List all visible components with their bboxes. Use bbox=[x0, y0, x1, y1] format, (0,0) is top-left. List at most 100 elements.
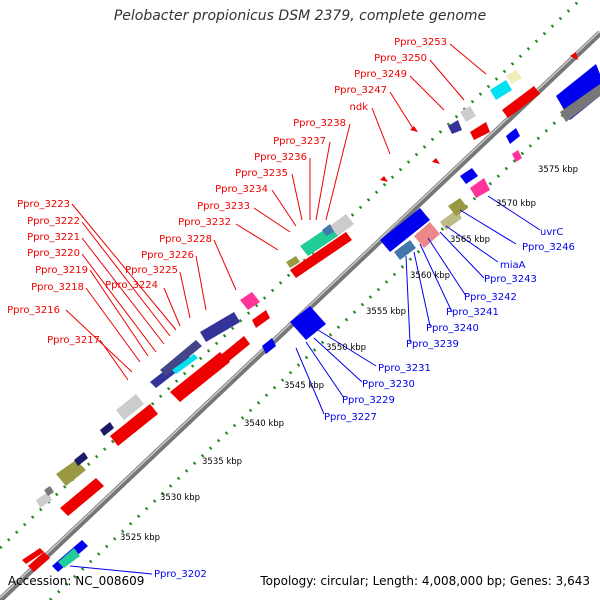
gene-arrow bbox=[28, 552, 50, 572]
gene-label: Ppro_3237 bbox=[273, 136, 326, 147]
gene-label: uvrC bbox=[540, 227, 563, 238]
accession-text: Accession: NC_008609 bbox=[8, 574, 145, 588]
gene-label: Ppro_3202 bbox=[154, 569, 207, 580]
gene-label: Ppro_3226 bbox=[141, 250, 194, 261]
gene-feature bbox=[116, 394, 144, 420]
gene-label: Ppro_3242 bbox=[464, 292, 517, 303]
gene-arrow bbox=[110, 404, 158, 446]
kbp-tick-labels: 3525 kbp 3530 kbp 3535 kbp 3540 kbp 3545… bbox=[120, 165, 578, 543]
genome-summary-text: Topology: circular; Length: 4,008,000 bp… bbox=[260, 574, 590, 588]
gene-feature bbox=[490, 80, 512, 100]
gene-label: Ppro_3216 bbox=[7, 305, 60, 316]
kbp-label: 3550 kbp bbox=[326, 343, 366, 353]
gene-feature bbox=[556, 64, 600, 120]
kbp-label: 3540 kbp bbox=[244, 419, 284, 429]
kbp-label: 3525 kbp bbox=[120, 533, 160, 543]
gene-label: Ppro_3217 bbox=[47, 335, 100, 346]
kbp-label: 3570 kbp bbox=[496, 199, 536, 209]
gene-feature bbox=[330, 214, 354, 236]
gene-feature bbox=[160, 340, 202, 376]
map-title: Pelobacter propionicus DSM 2379, complet… bbox=[113, 8, 487, 24]
gene-label: Ppro_3234 bbox=[215, 184, 268, 195]
red-leader-lines bbox=[65, 43, 487, 381]
blue-gene-labels: uvrC Ppro_3246 miaA Ppro_3243 Ppro_3242 … bbox=[154, 227, 575, 580]
gene-feature bbox=[44, 486, 54, 496]
gene-label: Ppro_3243 bbox=[484, 274, 537, 285]
gene-feature bbox=[470, 178, 490, 198]
gene-feature bbox=[74, 452, 88, 466]
gene-arrow bbox=[252, 310, 270, 328]
gene-feature bbox=[506, 70, 522, 84]
blue-leader-lines bbox=[69, 195, 541, 575]
gene-arrow bbox=[410, 126, 418, 132]
gene-label: Ppro_3239 bbox=[406, 339, 459, 350]
gene-label: Ppro_3225 bbox=[125, 265, 178, 276]
gene-feature bbox=[380, 208, 430, 252]
gene-label: Ppro_3227 bbox=[324, 412, 377, 423]
gene-feature bbox=[322, 224, 334, 236]
gene-feature bbox=[286, 256, 300, 268]
gene-label: Ppro_3230 bbox=[362, 379, 415, 390]
gene-label: Ppro_3241 bbox=[446, 307, 499, 318]
gene-label: Ppro_3246 bbox=[522, 242, 575, 253]
gene-feature bbox=[560, 84, 600, 122]
kbp-label: 3565 kbp bbox=[450, 235, 490, 245]
gene-arrow bbox=[470, 122, 490, 140]
kbp-label: 3560 kbp bbox=[410, 271, 450, 281]
gene-feature bbox=[100, 422, 114, 436]
gene-arrow bbox=[380, 176, 388, 182]
inner-dotted-guide bbox=[0, 0, 582, 550]
gene-feature bbox=[262, 338, 276, 354]
gene-label: Ppro_3222 bbox=[27, 216, 80, 227]
gene-arrow bbox=[502, 86, 540, 118]
gene-label: Ppro_3253 bbox=[394, 37, 447, 48]
gene-feature bbox=[448, 120, 462, 134]
gene-feature bbox=[460, 168, 478, 184]
gene-label: Ppro_3223 bbox=[17, 199, 70, 210]
gene-feature bbox=[414, 222, 440, 248]
gene-feature bbox=[394, 240, 416, 260]
kbp-label: 3545 kbp bbox=[284, 381, 324, 391]
gene-feature bbox=[58, 548, 80, 568]
kbp-label: 3535 kbp bbox=[202, 457, 242, 467]
gene-arrow bbox=[200, 336, 250, 380]
gene-label: Ppro_3221 bbox=[27, 232, 80, 243]
gene-feature bbox=[448, 198, 468, 216]
gene-label: Ppro_3218 bbox=[31, 282, 84, 293]
forward-strand-genes bbox=[22, 70, 522, 564]
kbp-label: 3555 kbp bbox=[366, 307, 406, 317]
gene-label: Ppro_3249 bbox=[354, 69, 407, 80]
kbp-label: 3575 kbp bbox=[538, 165, 578, 175]
gene-feature bbox=[460, 106, 476, 122]
gene-arrow bbox=[60, 478, 104, 516]
gene-arrow bbox=[570, 52, 578, 60]
gene-label: Ppro_3231 bbox=[378, 363, 431, 374]
gene-label: Ppro_3238 bbox=[293, 118, 346, 129]
gene-label: Ppro_3228 bbox=[159, 234, 212, 245]
gene-feature bbox=[512, 150, 522, 162]
gene-arrow bbox=[290, 232, 352, 278]
gene-label: Ppro_3236 bbox=[254, 152, 307, 163]
gene-label: Ppro_3233 bbox=[197, 201, 250, 212]
gene-label: Ppro_3229 bbox=[342, 395, 395, 406]
gene-label: Ppro_3250 bbox=[374, 53, 427, 64]
kbp-label: 3530 kbp bbox=[160, 493, 200, 503]
gene-label: Ppro_3219 bbox=[35, 265, 88, 276]
gene-feature bbox=[56, 460, 86, 486]
gene-label: Ppro_3235 bbox=[235, 168, 288, 179]
gene-label: Ppro_3220 bbox=[27, 248, 80, 259]
gene-feature bbox=[290, 306, 326, 340]
gene-feature bbox=[22, 548, 44, 564]
gene-arrow bbox=[432, 158, 440, 164]
gene-label: Ppro_3224 bbox=[105, 280, 158, 291]
gene-feature bbox=[200, 312, 240, 342]
gene-feature bbox=[506, 128, 520, 144]
red-arrow-genes bbox=[28, 52, 578, 572]
gene-feature bbox=[240, 292, 260, 310]
gene-label: ndk bbox=[350, 102, 369, 113]
reverse-strand-genes bbox=[52, 64, 600, 572]
gene-label: Ppro_3240 bbox=[426, 323, 479, 334]
red-gene-labels: Ppro_3253 Ppro_3250 Ppro_3249 Ppro_3247 … bbox=[7, 37, 447, 346]
gene-label: Ppro_3232 bbox=[178, 217, 231, 228]
gene-feature bbox=[172, 354, 198, 374]
